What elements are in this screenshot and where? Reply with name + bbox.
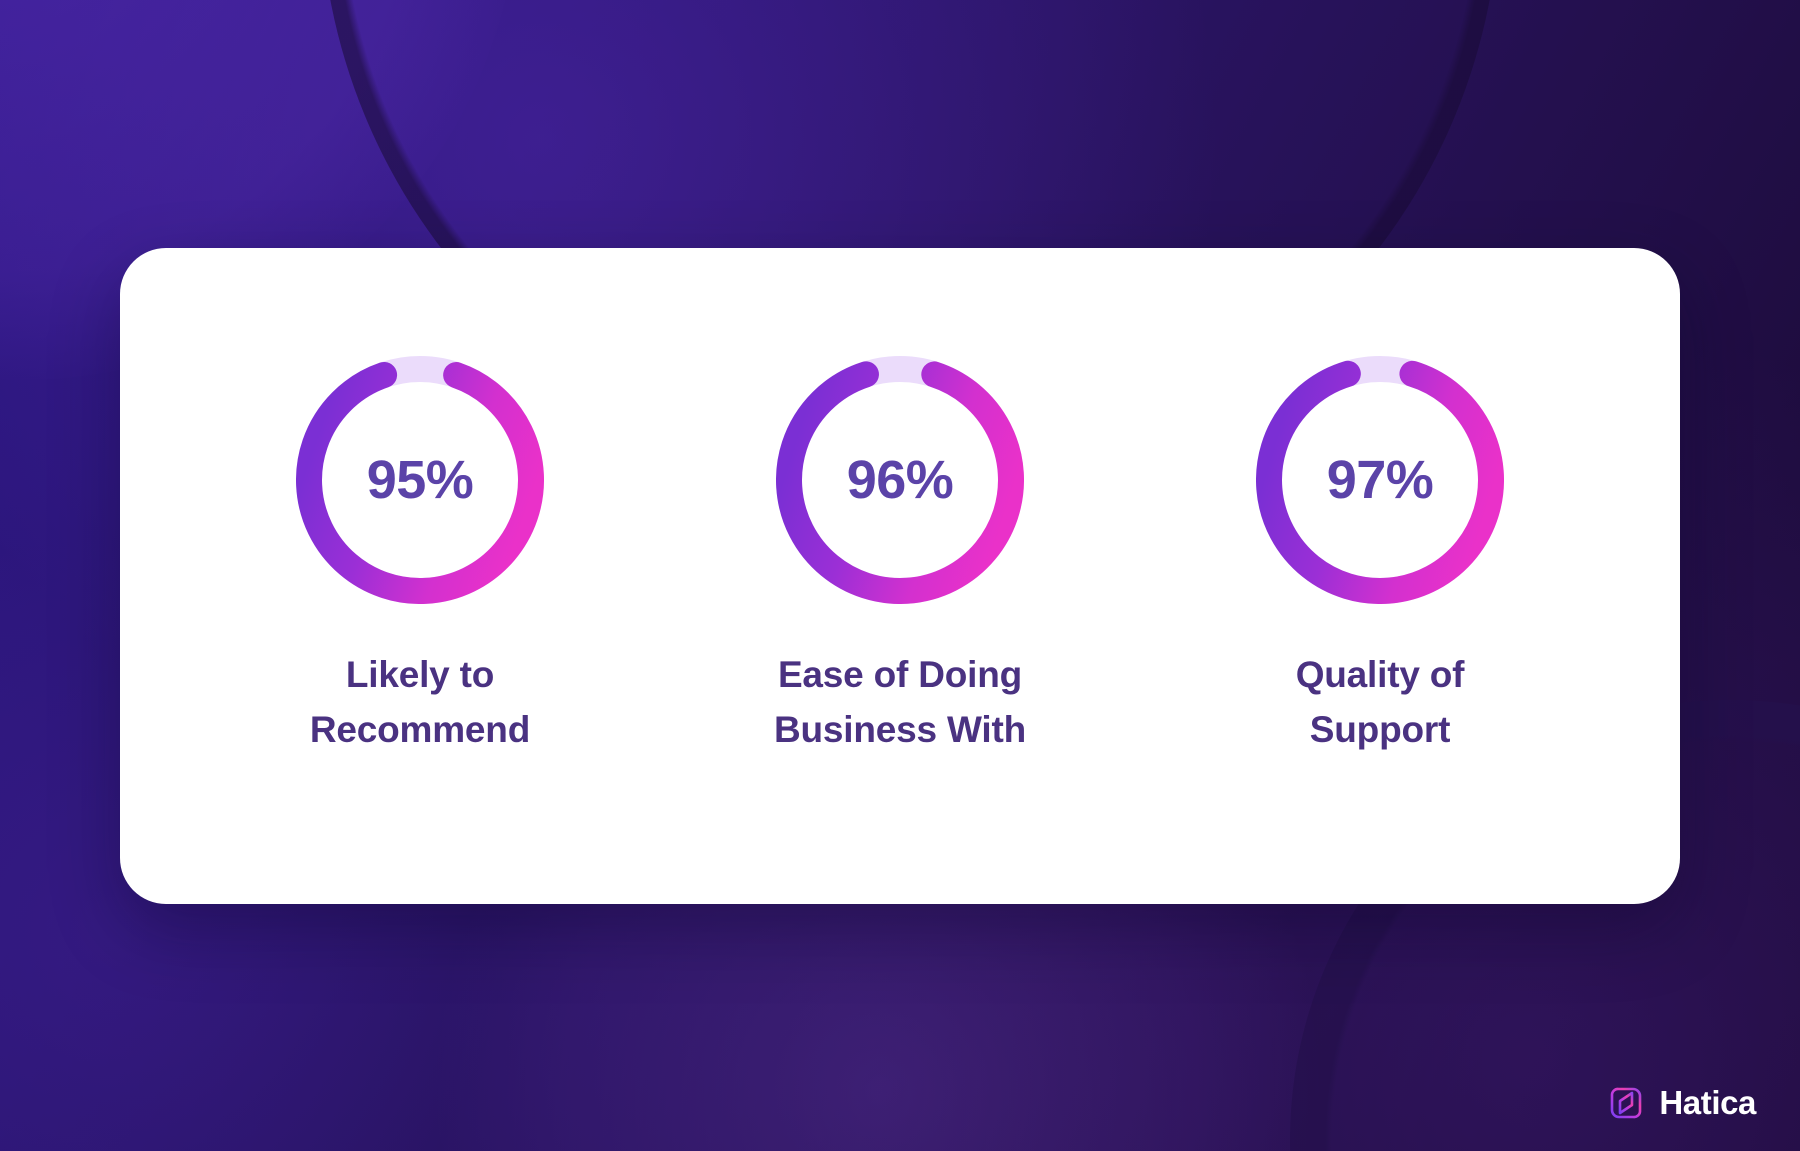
donut-value-3: 97%: [1326, 450, 1434, 510]
donut-svg-3: [1256, 356, 1504, 604]
donut-progress-1: [296, 356, 544, 604]
metrics-card: 95% Likely to Recommend: [120, 248, 1680, 904]
donut-svg-2: [776, 356, 1024, 604]
metric-label-1: Likely to Recommend: [310, 648, 530, 758]
brand-logo: Hatica: [1606, 1083, 1756, 1123]
donut-progress-3: [1256, 356, 1504, 604]
metric-label-3-line1: Quality of: [1295, 654, 1465, 695]
donut-progress-2: [776, 356, 1024, 604]
metric-likely-to-recommend: 95% Likely to Recommend: [180, 356, 660, 758]
donut-chart-ease-of-doing-business-with: 96%: [776, 356, 1024, 604]
brand-wordmark: Hatica: [1659, 1084, 1756, 1121]
metric-label-2-line2: Business With: [774, 708, 1026, 750]
metric-quality-of-support: 97% Quality of Support: [1140, 356, 1620, 758]
donut-value-1: 95%: [366, 450, 474, 510]
donut-chart-quality-of-support: 97%: [1256, 356, 1504, 604]
metric-label-2: Ease of Doing Business With: [774, 648, 1026, 758]
donut-value-2: 96%: [846, 450, 954, 510]
metric-label-3: Quality of Support: [1296, 648, 1465, 758]
metric-label-1-line1: Likely to: [345, 654, 495, 695]
donut-svg-1: [296, 356, 544, 604]
metric-ease-of-doing-business-with: 96% Ease of Doing Business With: [660, 356, 1140, 758]
hatica-arrow-mark-icon: [1611, 1087, 1642, 1119]
metric-label-3-line2: Support: [1309, 708, 1451, 750]
metric-label-1-line2: Recommend: [309, 708, 531, 750]
donut-chart-likely-to-recommend: 95%: [296, 356, 544, 604]
metric-label-2-line1: Ease of Doing: [777, 654, 1023, 695]
